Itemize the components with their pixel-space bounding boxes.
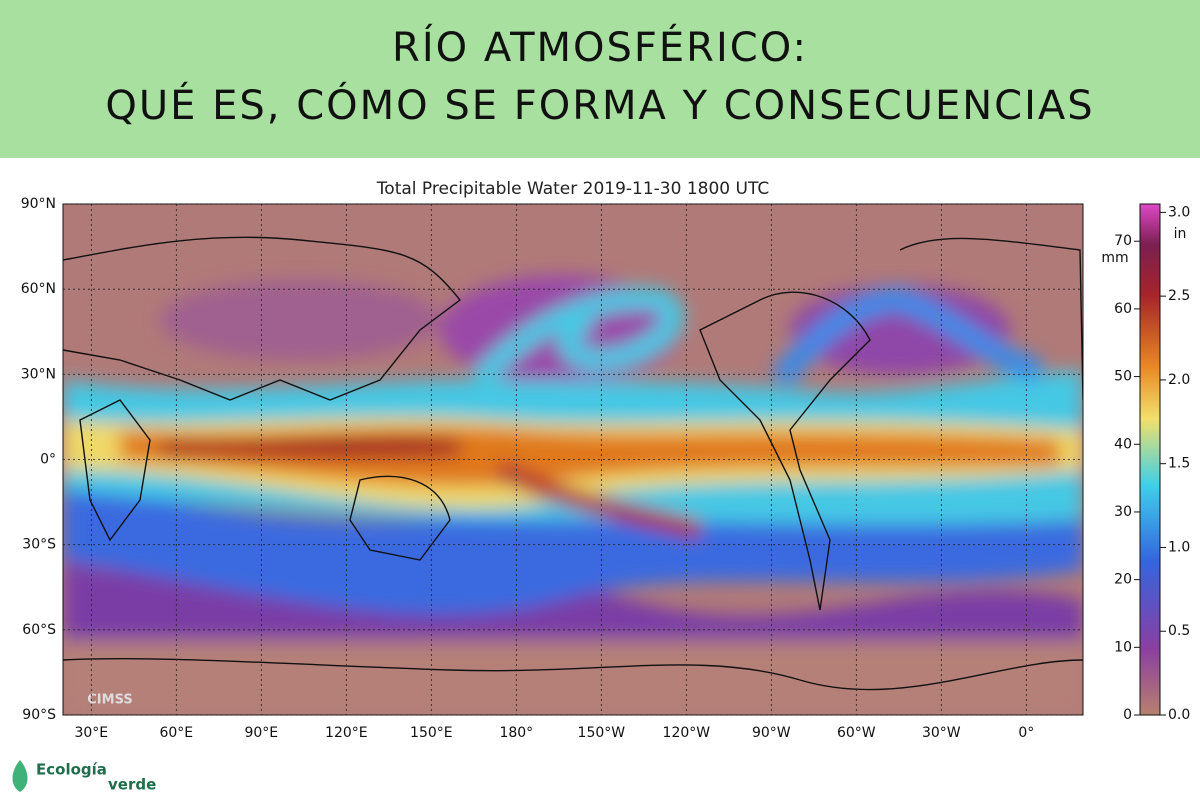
lon-label: 120°W — [663, 725, 711, 741]
in-tick-label: 2.0 — [1168, 372, 1190, 388]
mm-tick-label: 70 — [1114, 233, 1132, 249]
in-tick-label: 0.5 — [1168, 623, 1190, 639]
in-tick-label: 2.5 — [1168, 288, 1190, 304]
colorbar-unit: mm — [1101, 250, 1128, 266]
banner-title: QUÉ ES, CÓMO SE FORMA Y CONSECUENCIAS — [105, 81, 1094, 129]
lon-label: 0° — [1018, 725, 1034, 741]
lon-label: 60°W — [837, 725, 876, 741]
banner — [0, 0, 1200, 158]
colorbar-unit: in — [1174, 226, 1187, 242]
lon-label: 180° — [499, 725, 533, 741]
watermark: CIMSS — [87, 693, 132, 708]
mm-tick-label: 30 — [1114, 504, 1132, 520]
lon-label: 90°W — [752, 725, 791, 741]
lon-label: 150°W — [578, 725, 626, 741]
lat-label: 30°S — [22, 537, 56, 553]
banner-title: RÍO ATMOSFÉRICO: — [392, 23, 808, 71]
mm-tick-label: 10 — [1114, 639, 1132, 655]
lat-label: 60°N — [21, 281, 56, 297]
lat-label: 90°N — [21, 196, 56, 212]
logo-text: verde — [108, 776, 156, 794]
map-title: Total Precipitable Water 2019-11-30 1800… — [376, 179, 769, 199]
logo-text: Ecología — [36, 761, 107, 779]
in-tick-label: 3.0 — [1168, 204, 1190, 220]
lat-label: 60°S — [22, 622, 56, 638]
mm-tick-label: 50 — [1114, 369, 1132, 385]
lat-label: 90°S — [22, 707, 56, 723]
in-tick-label: 1.0 — [1168, 539, 1190, 555]
lon-label: 30°E — [74, 725, 108, 741]
logo: Ecología verde — [12, 760, 156, 794]
mm-tick-label: 40 — [1114, 436, 1132, 452]
lon-label: 90°E — [244, 725, 278, 741]
lat-label: 30°N — [21, 366, 56, 382]
in-tick-label: 0.0 — [1168, 707, 1190, 723]
in-tick-label: 1.5 — [1168, 456, 1190, 472]
mm-tick-label: 20 — [1114, 572, 1132, 588]
lon-label: 150°E — [410, 725, 453, 741]
mm-tick-label: 0 — [1123, 707, 1132, 723]
mm-tick-label: 60 — [1114, 301, 1132, 317]
lon-label: 30°W — [922, 725, 961, 741]
lon-label: 120°E — [325, 725, 368, 741]
lat-label: 0° — [40, 452, 56, 468]
lon-label: 60°E — [159, 725, 193, 741]
colorbar — [1139, 203, 1161, 716]
